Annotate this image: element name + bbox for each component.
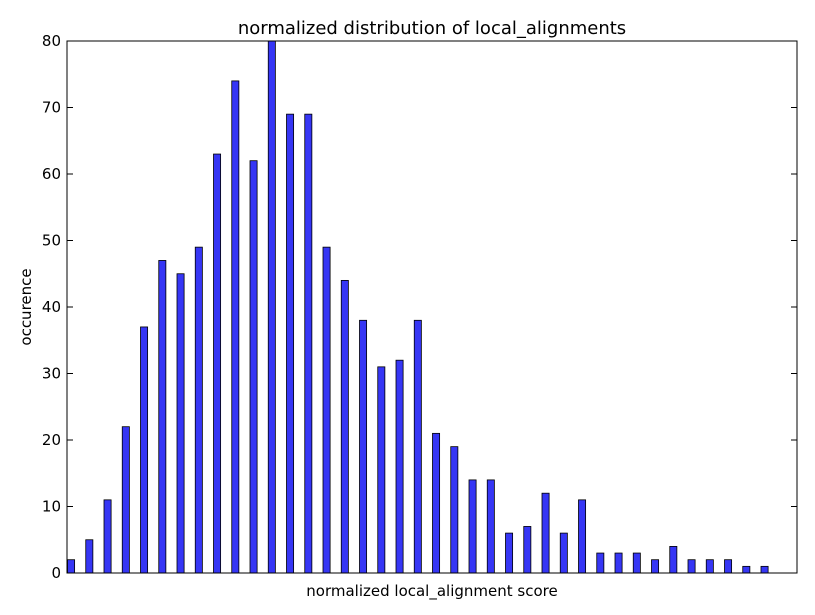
histogram-bar bbox=[267, 40, 276, 574]
y-tick-label: 40 bbox=[42, 298, 61, 316]
y-axis-label: occurence bbox=[17, 268, 35, 345]
histogram-bar bbox=[194, 246, 203, 574]
histogram-bar bbox=[121, 426, 130, 574]
histogram-bar bbox=[450, 446, 459, 574]
y-tick-label: 70 bbox=[42, 99, 61, 117]
bars-group bbox=[67, 40, 769, 574]
histogram-bar bbox=[413, 319, 422, 574]
plot-frame bbox=[66, 40, 798, 574]
histogram-bar bbox=[249, 160, 258, 574]
histogram-bar bbox=[578, 499, 587, 574]
histogram-bar bbox=[304, 113, 313, 574]
y-ticks-group: 0 10 20 30 40 50 60 70 80 bbox=[42, 32, 797, 582]
histogram-bar bbox=[468, 479, 477, 574]
y-tick-label: 20 bbox=[42, 431, 61, 449]
histogram-bar bbox=[523, 526, 532, 574]
x-axis-label: normalized local_alignment score bbox=[306, 582, 557, 601]
histogram-bar bbox=[432, 432, 441, 574]
histogram-bar bbox=[176, 273, 185, 574]
histogram-bar bbox=[760, 565, 769, 574]
histogram-bar bbox=[669, 546, 678, 574]
histogram-bar bbox=[596, 552, 605, 574]
histogram-bar bbox=[322, 246, 331, 574]
histogram-bar bbox=[140, 326, 149, 574]
histogram-bar bbox=[705, 559, 714, 574]
histogram-bar bbox=[742, 565, 751, 574]
histogram-bar bbox=[559, 532, 568, 574]
histogram-bar bbox=[486, 479, 495, 574]
histogram-bar bbox=[213, 153, 222, 574]
y-tick-label: 80 bbox=[42, 32, 61, 50]
histogram-bar bbox=[359, 319, 368, 574]
y-tick-label: 30 bbox=[42, 365, 61, 383]
histogram-bar bbox=[103, 499, 112, 574]
histogram-bar bbox=[651, 559, 660, 574]
y-tick-label: 0 bbox=[51, 564, 61, 582]
histogram-bar bbox=[377, 366, 386, 574]
histogram-bar bbox=[687, 559, 696, 574]
y-tick-label: 10 bbox=[42, 498, 61, 516]
histogram-bar bbox=[395, 359, 404, 574]
histogram-bar bbox=[541, 492, 550, 574]
y-tick-label: 60 bbox=[42, 165, 61, 183]
histogram-bar bbox=[67, 559, 76, 574]
y-tick-label: 50 bbox=[42, 232, 61, 250]
histogram-bar bbox=[231, 80, 240, 574]
histogram-bar bbox=[724, 559, 733, 574]
histogram-bar bbox=[340, 279, 349, 574]
histogram-bar bbox=[85, 539, 94, 574]
histogram-bar bbox=[614, 552, 623, 574]
histogram-bar bbox=[505, 532, 514, 574]
histogram-bar bbox=[158, 260, 167, 574]
chart-title: normalized distribution of local_alignme… bbox=[238, 18, 626, 39]
histogram-bar bbox=[632, 552, 641, 574]
histogram-bar bbox=[286, 113, 295, 574]
